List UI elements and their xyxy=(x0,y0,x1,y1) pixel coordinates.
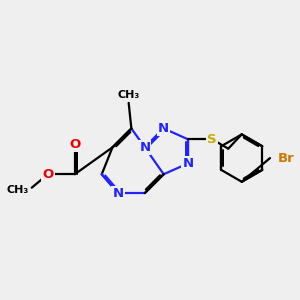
Text: O: O xyxy=(42,168,53,181)
Text: CH₃: CH₃ xyxy=(118,90,140,100)
Text: N: N xyxy=(182,157,194,170)
Text: S: S xyxy=(207,133,217,146)
Text: Br: Br xyxy=(278,152,295,165)
Text: O: O xyxy=(69,138,80,151)
Text: CH₃: CH₃ xyxy=(6,185,28,195)
Text: N: N xyxy=(139,141,150,154)
Text: N: N xyxy=(158,122,169,135)
Text: N: N xyxy=(112,187,124,200)
